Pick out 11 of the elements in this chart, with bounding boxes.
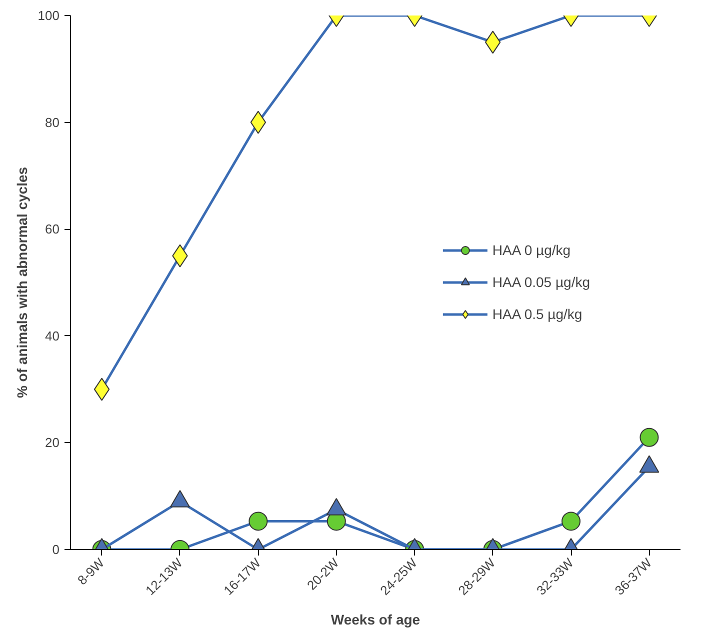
y-tick-label: 20 bbox=[45, 435, 60, 450]
y-tick-label: 80 bbox=[45, 114, 60, 130]
y-tick-label: 60 bbox=[45, 222, 60, 237]
legend-label: HAA 0 µg/kg bbox=[492, 242, 571, 258]
y-tick-label: 0 bbox=[52, 542, 60, 557]
legend-label: HAA 0.5 µg/kg bbox=[492, 306, 582, 322]
y-tick-label: 100 bbox=[38, 8, 60, 23]
x-axis-title: Weeks of age bbox=[330, 611, 420, 628]
y-axis-title: % of animals with abnormal cycles bbox=[14, 166, 30, 398]
y-tick-label: 40 bbox=[45, 328, 60, 344]
legend-label: HAA 0.05 µg/kg bbox=[492, 274, 590, 290]
